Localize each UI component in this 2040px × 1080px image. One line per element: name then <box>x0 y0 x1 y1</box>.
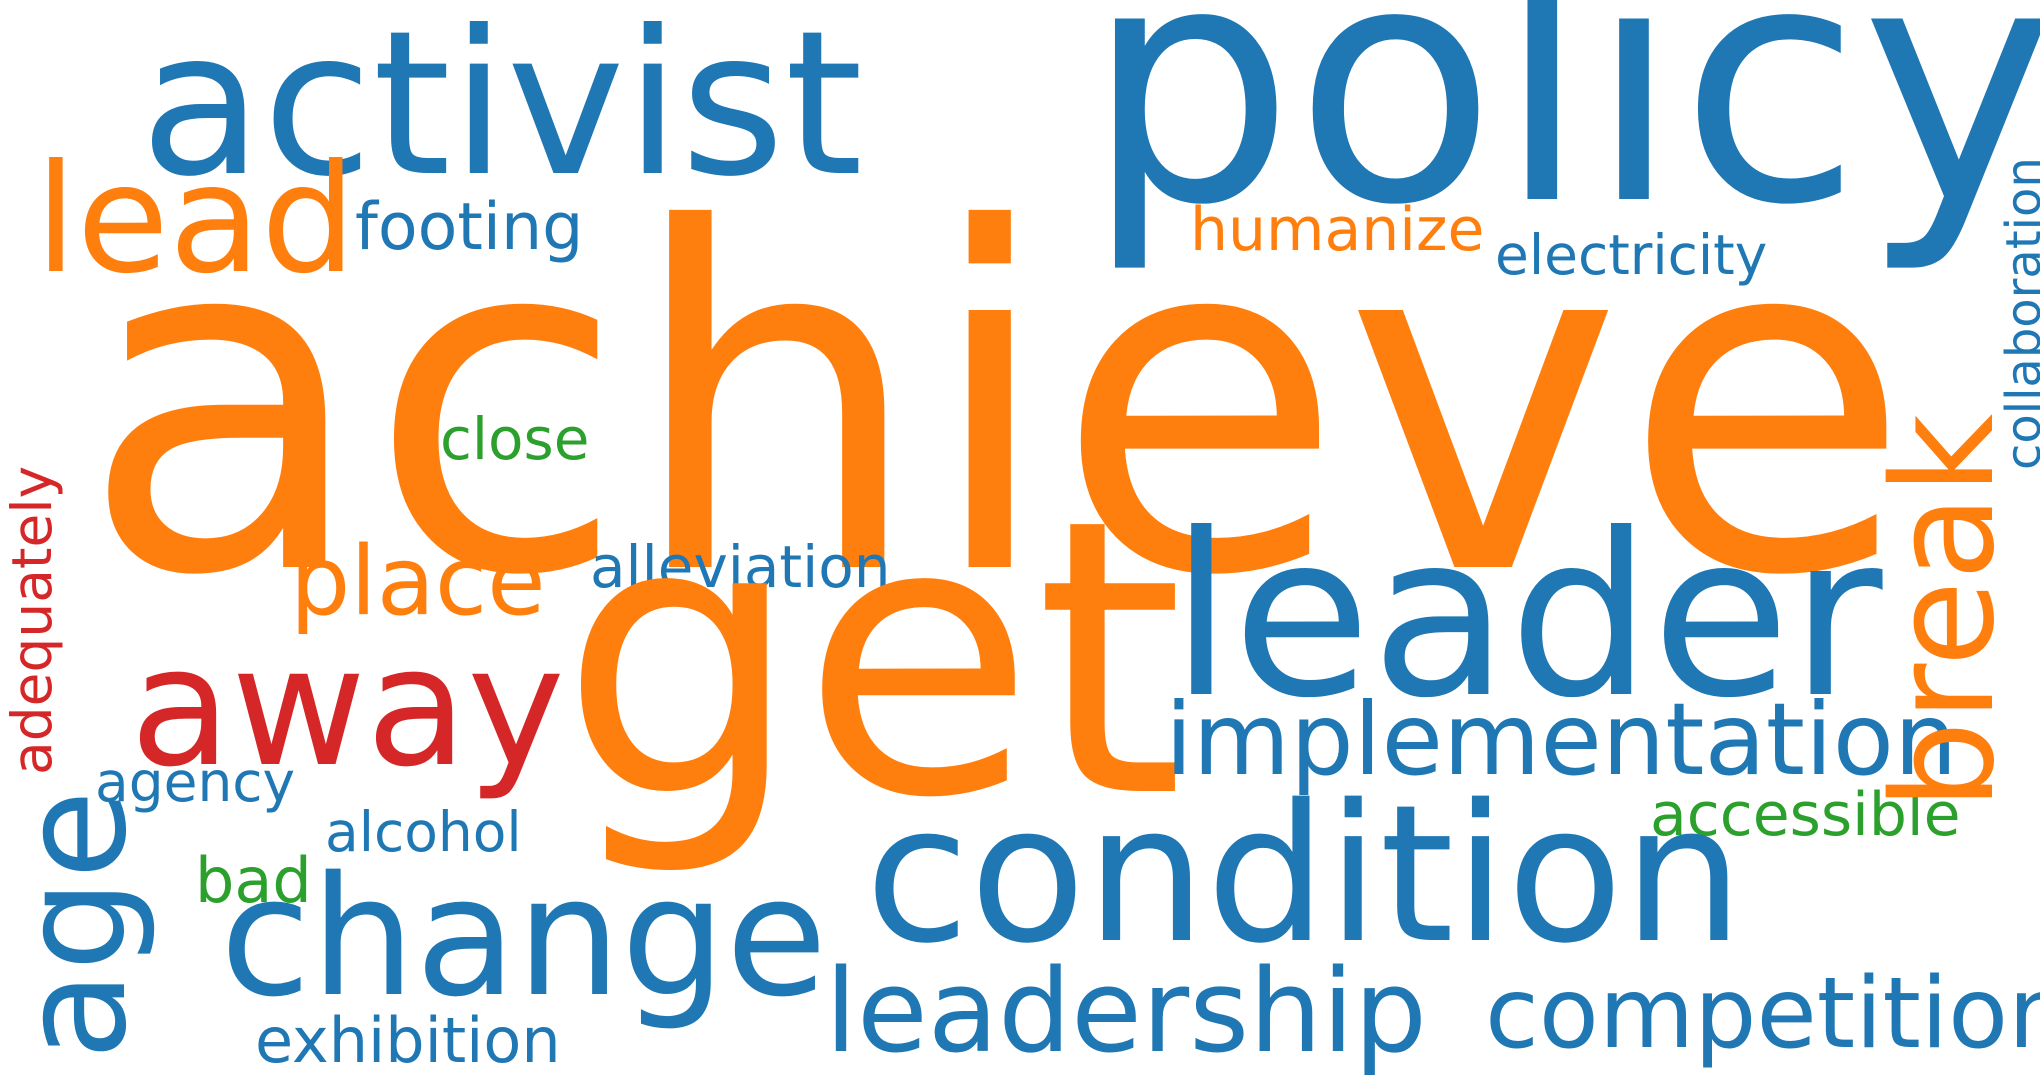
word-implementation: implementation <box>1165 681 1958 798</box>
word-accessible: accessible <box>1650 780 1961 850</box>
word-leadership: leadership <box>825 945 1427 1079</box>
word-adequately: adequately <box>0 465 64 775</box>
word-agency: agency <box>95 750 296 814</box>
word-activist: activist <box>140 0 864 221</box>
word-competition: competition <box>1485 957 2040 1071</box>
word-policy: policy <box>1085 0 2040 277</box>
word-get: get <box>560 438 1184 881</box>
word-electricity: electricity <box>1495 223 1768 287</box>
word-footing: footing <box>355 190 584 265</box>
word-close: close <box>440 405 590 473</box>
word-break: break <box>1863 413 2026 810</box>
word-alcohol: alcohol <box>325 800 522 864</box>
word-achieve: achieve <box>80 131 1912 678</box>
word-humanize: humanize <box>1190 195 1485 265</box>
word-exhibition: exhibition <box>255 1004 561 1077</box>
word-condition: condition <box>865 764 1744 985</box>
word-away: away <box>130 611 565 803</box>
word-lead: lead <box>35 133 357 307</box>
word-collaboration: collaboration <box>1996 157 2040 470</box>
word-age: age <box>0 789 159 1060</box>
word-leader: leader <box>1170 486 1883 748</box>
word-alleviation: alleviation <box>590 533 891 601</box>
word-place: place <box>290 527 546 637</box>
word-change: change <box>220 841 828 1033</box>
word-bad: bad <box>195 844 312 917</box>
